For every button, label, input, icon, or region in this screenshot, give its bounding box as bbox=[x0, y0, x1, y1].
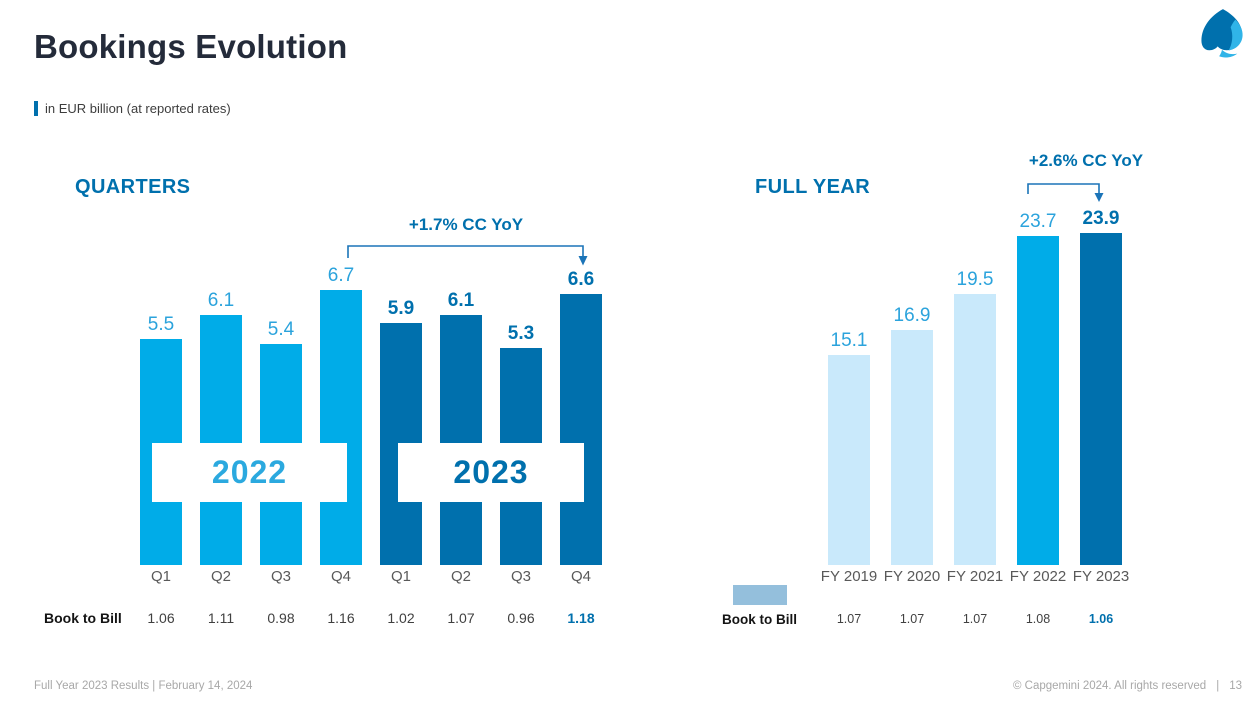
bar-value-label: 6.1 bbox=[447, 290, 475, 311]
book-to-bill-value: 1.18 bbox=[567, 610, 595, 626]
book-to-bill-value: 1.06 bbox=[1088, 612, 1114, 626]
bar-column-q2-2023: 6.1 bbox=[440, 290, 482, 565]
bar-value-label: 5.5 bbox=[147, 314, 175, 335]
x-axis-label: FY 2020 bbox=[883, 568, 941, 585]
book-to-bill-value: 1.08 bbox=[1025, 612, 1051, 626]
bar-column-q4-2023: 6.6 bbox=[560, 269, 602, 565]
x-axis-label: FY 2023 bbox=[1072, 568, 1130, 585]
bar-q4-2023 bbox=[560, 294, 602, 565]
bar-column-q2-2022: 6.1 bbox=[200, 290, 242, 565]
x-axis-label: Q1 bbox=[150, 568, 171, 585]
bar-column-fy-2019: 15.1 bbox=[828, 330, 870, 565]
year-band-2022: 2022 bbox=[152, 443, 347, 502]
footer-copyright: © Capgemini 2024. All rights reserved bbox=[1012, 680, 1207, 692]
bar-value-label: 23.7 bbox=[1019, 211, 1057, 232]
footer-presentation-info: Full Year 2023 Results | February 14, 20… bbox=[34, 680, 253, 692]
book-to-bill-legend-swatch bbox=[733, 585, 787, 605]
x-axis-label: Q4 bbox=[570, 568, 591, 585]
page-title: Bookings Evolution bbox=[34, 28, 348, 65]
x-axis-label: Q2 bbox=[450, 568, 471, 585]
subtitle-row: in EUR billion (at reported rates) bbox=[34, 101, 231, 116]
bar-value-label: 16.9 bbox=[893, 305, 931, 326]
fullyear-growth-bracket-arrow bbox=[1027, 183, 1104, 202]
bar-q2-2022 bbox=[200, 315, 242, 565]
x-axis-label: Q3 bbox=[510, 568, 531, 585]
bar-column-q1-2022: 5.5 bbox=[140, 314, 182, 565]
bar-column-fy-2022: 23.7 bbox=[1017, 211, 1059, 565]
book-to-bill-value: 0.96 bbox=[507, 610, 535, 626]
bar-column-q3-2022: 5.4 bbox=[260, 319, 302, 565]
bar-value-label: 6.1 bbox=[207, 290, 235, 311]
bar-column-fy-2023: 23.9 bbox=[1080, 208, 1122, 565]
bar-value-label: 5.3 bbox=[507, 323, 535, 344]
fullyear-book-to-bill-label: Book to Bill bbox=[722, 612, 797, 627]
fullyear-growth-annotation: +2.6% CC YoY bbox=[1028, 151, 1144, 170]
book-to-bill-value: 1.16 bbox=[327, 610, 355, 626]
quarters-x-axis: Q1 Q2 Q3 Q4 Q1 Q2 Q3 Q4 bbox=[140, 568, 602, 585]
quarters-bar-plot: 5.5 6.1 5.4 6.7 5.9 6.1 5.3 6.6 bbox=[140, 225, 602, 565]
bar-fy-2021 bbox=[954, 294, 996, 565]
book-to-bill-value: 1.11 bbox=[207, 610, 235, 626]
book-to-bill-value: 1.02 bbox=[387, 610, 415, 626]
footer-divider: | bbox=[1216, 680, 1220, 692]
quarters-growth-bracket-arrow bbox=[347, 245, 588, 266]
bar-fy-2023 bbox=[1080, 233, 1122, 565]
book-to-bill-value: 1.06 bbox=[147, 610, 175, 626]
x-axis-label: FY 2021 bbox=[946, 568, 1004, 585]
bar-value-label: 6.6 bbox=[567, 269, 595, 290]
quarters-book-to-bill-label: Book to Bill bbox=[44, 610, 122, 626]
bar-value-label: 5.9 bbox=[387, 298, 415, 319]
bar-value-label: 6.7 bbox=[327, 265, 355, 286]
x-axis-label: Q3 bbox=[270, 568, 291, 585]
bar-fy-2020 bbox=[891, 330, 933, 565]
bar-column-q4-2022: 6.7 bbox=[320, 265, 362, 565]
bar-value-label: 23.9 bbox=[1082, 208, 1120, 229]
fullyear-x-axis: FY 2019 FY 2020 FY 2021 FY 2022 FY 2023 bbox=[820, 568, 1130, 585]
capgemini-spade-logo bbox=[1201, 9, 1243, 58]
bar-column-q1-2023: 5.9 bbox=[380, 298, 422, 565]
x-axis-label: Q4 bbox=[330, 568, 351, 585]
bar-column-fy-2020: 16.9 bbox=[891, 305, 933, 565]
fullyear-chart-title: FULL YEAR bbox=[755, 176, 871, 198]
subtitle: in EUR billion (at reported rates) bbox=[45, 101, 231, 116]
bar-fy-2022 bbox=[1017, 236, 1059, 565]
quarters-growth-annotation: +1.7% CC YoY bbox=[408, 215, 524, 234]
bar-fy-2019 bbox=[828, 355, 870, 565]
quarters-chart-title: QUARTERS bbox=[75, 176, 191, 198]
book-to-bill-value: 1.07 bbox=[447, 610, 475, 626]
subtitle-accent-bar bbox=[34, 101, 38, 116]
x-axis-label: Q1 bbox=[390, 568, 411, 585]
x-axis-label: Q2 bbox=[210, 568, 231, 585]
x-axis-label: FY 2019 bbox=[820, 568, 878, 585]
fullyear-book-to-bill-row: 1.07 1.07 1.07 1.08 1.06 bbox=[828, 612, 1122, 626]
bar-column-fy-2021: 19.5 bbox=[954, 269, 996, 565]
bar-q2-2023 bbox=[440, 315, 482, 565]
bar-value-label: 5.4 bbox=[267, 319, 295, 340]
x-axis-label: FY 2022 bbox=[1009, 568, 1067, 585]
book-to-bill-value: 1.07 bbox=[962, 612, 988, 626]
bar-q4-2022 bbox=[320, 290, 362, 565]
footer-copyright-row: © Capgemini 2024. All rights reserved | … bbox=[1013, 680, 1242, 692]
bar-value-label: 15.1 bbox=[830, 330, 868, 351]
book-to-bill-value: 1.07 bbox=[899, 612, 925, 626]
fullyear-bar-plot: 15.1 16.9 19.5 23.7 23.9 bbox=[828, 200, 1122, 565]
footer-page-number: 13 bbox=[1229, 680, 1242, 692]
quarters-book-to-bill-row: 1.06 1.11 0.98 1.16 1.02 1.07 0.96 1.18 bbox=[140, 610, 602, 626]
book-to-bill-value: 1.07 bbox=[836, 612, 862, 626]
book-to-bill-value: 0.98 bbox=[267, 610, 295, 626]
bar-value-label: 19.5 bbox=[956, 269, 994, 290]
year-band-2023: 2023 bbox=[398, 443, 584, 502]
